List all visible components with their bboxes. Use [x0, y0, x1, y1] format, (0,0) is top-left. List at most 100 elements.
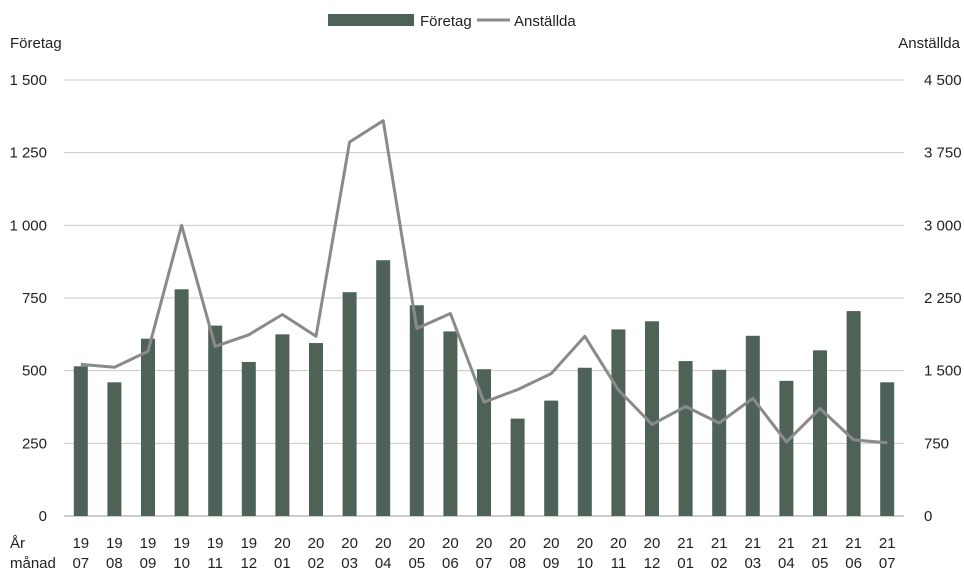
x-axis-label-year: År — [10, 535, 25, 552]
right-tick-label: 0 — [924, 508, 932, 525]
bar — [443, 331, 458, 516]
x-tick-label-year: 19 — [106, 535, 123, 552]
x-tick-label-month: 07 — [476, 555, 493, 572]
x-tick-label-year: 20 — [375, 535, 392, 552]
x-tick-label-year: 19 — [72, 535, 89, 552]
x-tick-label-year: 19 — [207, 535, 224, 552]
bar — [342, 292, 357, 516]
x-tick-label-month: 01 — [677, 555, 694, 572]
x-tick-label-month: 03 — [744, 555, 761, 572]
bar — [645, 321, 659, 516]
bar — [141, 338, 155, 516]
x-tick-label-month: 07 — [879, 555, 896, 572]
legend-label-foretag: Företag — [420, 13, 472, 30]
x-tick-label-year: 19 — [240, 535, 257, 552]
x-axis-ticks: 19 07 19 08 19 09 19 10 19 11 19 12 20 01 20 02 20 03 20 04… — [72, 535, 895, 572]
x-tick-label-month: 04 — [375, 555, 392, 572]
bar — [813, 350, 827, 516]
left-tick-label: 500 — [22, 363, 47, 380]
right-axis-title: Anställda — [898, 35, 960, 52]
bar — [477, 369, 491, 516]
right-tick-label: 2 250 — [924, 290, 962, 307]
x-tick-label-month: 09 — [543, 555, 560, 572]
bar — [208, 325, 223, 516]
x-tick-label-month: 10 — [173, 555, 190, 572]
bar — [577, 367, 592, 516]
x-tick-label-month: 08 — [106, 555, 123, 572]
x-tick-label-year: 20 — [543, 535, 560, 552]
left-axis-title: Företag — [10, 35, 62, 52]
bar — [107, 382, 122, 516]
x-tick-label-year: 21 — [711, 535, 728, 552]
right-tick-label: 750 — [924, 435, 949, 452]
x-tick-label-year: 21 — [744, 535, 761, 552]
bar — [846, 311, 861, 516]
legend-label-anstallda: Anställda — [514, 13, 576, 30]
bar — [880, 382, 895, 516]
line-series-anstallda — [80, 119, 888, 445]
x-tick-label-month: 12 — [240, 555, 257, 572]
x-tick-label-year: 21 — [845, 535, 862, 552]
x-tick-label-year: 21 — [879, 535, 896, 552]
x-tick-label-month: 11 — [611, 555, 627, 572]
bar — [376, 260, 391, 516]
x-tick-label-year: 20 — [476, 535, 493, 552]
x-tick-label-year: 20 — [341, 535, 358, 552]
x-tick-label-year: 20 — [644, 535, 661, 552]
bar — [309, 343, 323, 516]
bar — [544, 400, 559, 516]
bar — [409, 305, 424, 516]
left-tick-label: 1 000 — [9, 217, 47, 234]
x-tick-label-month: 06 — [442, 555, 459, 572]
right-tick-label: 3 000 — [924, 217, 962, 234]
legend-swatch-foretag — [328, 14, 414, 26]
x-axis-label-month: månad — [10, 555, 56, 572]
legend: Företag Anställda — [328, 13, 576, 30]
left-tick-label: 1 500 — [9, 72, 47, 89]
x-tick-label-year: 21 — [677, 535, 694, 552]
x-tick-label-year: 19 — [173, 535, 190, 552]
x-tick-label-month: 10 — [576, 555, 593, 572]
left-tick-label: 0 — [39, 508, 47, 525]
x-tick-label-year: 20 — [610, 535, 627, 552]
x-tick-label-year: 20 — [274, 535, 291, 552]
bar — [510, 418, 525, 516]
x-tick-label-month: 07 — [72, 555, 89, 572]
left-tick-label: 250 — [22, 435, 47, 452]
x-tick-label-month: 12 — [644, 555, 661, 572]
bar — [745, 335, 760, 516]
left-axis-ticks: 0 250 500 750 1 000 1 250 1 500 — [9, 72, 47, 525]
bar-series-foretag — [73, 260, 895, 516]
bar — [275, 334, 290, 516]
bar — [678, 361, 693, 516]
x-tick-label-year: 20 — [408, 535, 425, 552]
bar — [712, 369, 727, 516]
x-tick-label-year: 20 — [509, 535, 526, 552]
x-tick-label-year: 20 — [308, 535, 325, 552]
x-tick-label-month: 08 — [509, 555, 526, 572]
x-tick-label-month: 03 — [341, 555, 358, 572]
x-tick-label-year: 20 — [442, 535, 459, 552]
x-tick-label-month: 11 — [207, 555, 223, 572]
right-tick-label: 4 500 — [924, 72, 962, 89]
bar — [611, 329, 626, 516]
x-tick-label-month: 09 — [140, 555, 157, 572]
x-tick-label-year: 20 — [576, 535, 593, 552]
x-tick-label-month: 04 — [778, 555, 795, 572]
bar — [174, 289, 189, 516]
x-tick-label-year: 21 — [778, 535, 795, 552]
bar — [779, 380, 794, 516]
x-tick-label-month: 05 — [812, 555, 829, 572]
x-tick-label-month: 06 — [845, 555, 862, 572]
right-tick-label: 1 500 — [924, 363, 962, 380]
x-tick-label-month: 05 — [408, 555, 425, 572]
x-tick-label-year: 21 — [812, 535, 829, 552]
x-tick-label-month: 01 — [274, 555, 291, 572]
x-tick-label-year: 19 — [140, 535, 157, 552]
left-tick-label: 750 — [22, 290, 47, 307]
x-tick-label-month: 02 — [308, 555, 325, 572]
left-tick-label: 1 250 — [9, 145, 47, 162]
right-axis-ticks: 0 750 1 500 2 250 3 000 3 750 4 500 — [924, 72, 962, 525]
bar — [241, 361, 256, 516]
